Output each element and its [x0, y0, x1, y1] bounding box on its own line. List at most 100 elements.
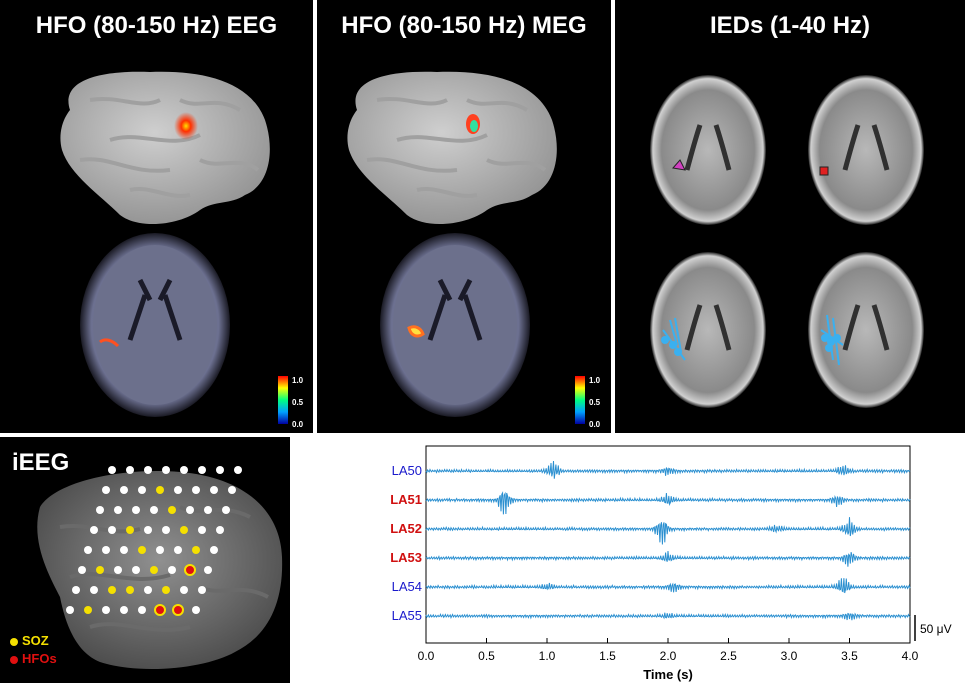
plot-frame [425, 445, 911, 644]
electrode-dot [90, 526, 98, 534]
trace-la50 [425, 460, 911, 479]
panel-traces: LA50 LA51 LA52 LA53 LA54 LA55 0.0 0.5 1.0 1.5 2.0… [350, 440, 965, 683]
panel-title: HFO (80-150 Hz) EEG [35, 12, 278, 39]
electrode-dot [150, 566, 158, 574]
colorbar-min-label: 0.0 [589, 420, 601, 429]
electrode-dot [180, 586, 188, 594]
x-tick-label: 3.0 [781, 649, 798, 663]
scale-bar-label: 50 μV [920, 622, 952, 636]
electrode-dot [126, 526, 134, 534]
channel-label-la55: LA55 [391, 608, 422, 623]
trace-la55 [425, 612, 911, 621]
hfo-electrode-marker [172, 604, 184, 616]
trace-la53 [425, 551, 911, 567]
soz-label: SOZ [22, 633, 49, 648]
x-axis-label: Time (s) [643, 667, 693, 682]
electrode-dot [126, 466, 134, 474]
electrode-dot [174, 546, 182, 554]
panel-ieds: IEDs (1-40 Hz) [615, 0, 965, 433]
electrode-dot [168, 566, 176, 574]
colorbar-mid-label: 0.5 [292, 398, 304, 407]
channel-label-la53: LA53 [390, 550, 422, 565]
trace-la54 [425, 578, 911, 594]
electrode-dot [90, 586, 98, 594]
electrode-dot [162, 526, 170, 534]
electrode-dot [72, 586, 80, 594]
channel-label-la52: LA52 [390, 521, 422, 536]
electrode-dot [96, 506, 104, 514]
electrode-dot [132, 566, 140, 574]
electrode-dot [198, 526, 206, 534]
x-tick-label: 2.5 [720, 649, 737, 663]
colorbar [278, 376, 288, 424]
electrode-dot [108, 586, 116, 594]
hfo-dot-icon [10, 655, 18, 664]
electrode-dot [138, 546, 146, 554]
electrode-dot [120, 606, 128, 614]
ieeg-trace-chart: 0.0 0.5 1.0 1.5 2.0 2.5 3.0 3.5 4.0 Time (s) 50 μV [418, 445, 952, 682]
electrode-dot [162, 466, 170, 474]
electrode-dot [192, 546, 200, 554]
channel-label-la51: LA51 [390, 492, 422, 507]
electrode-dot [192, 606, 200, 614]
soz-dot-icon [10, 637, 18, 646]
panel-title: HFO (80-150 Hz) MEG [341, 12, 587, 39]
electrode-dot [198, 466, 206, 474]
electrode-dot [210, 546, 218, 554]
electrode-dot [156, 486, 164, 494]
x-tick-label: 1.5 [599, 649, 616, 663]
hfo-electrode-marker [184, 564, 196, 576]
electrode-dot [138, 486, 146, 494]
x-tick-label: 0.5 [478, 649, 495, 663]
panel-hfo-eeg: HFO (80-150 Hz) EEG 1.0 0.5 0.0 [0, 0, 313, 433]
legend-soz: SOZ [10, 633, 49, 648]
hfos-label: HFOs [22, 651, 57, 666]
electrode-dot [162, 586, 170, 594]
electrode-dot [126, 586, 134, 594]
x-tick-label: 0.0 [418, 649, 435, 663]
electrode-dot [150, 506, 158, 514]
channel-label-la54: LA54 [391, 579, 422, 594]
electrode-dot [228, 486, 236, 494]
electrode-dot [114, 506, 122, 514]
trace-la51 [425, 491, 911, 515]
electrode-dot [186, 506, 194, 514]
electrode-dot [138, 606, 146, 614]
trace-la52 [425, 517, 911, 545]
electrode-dot [84, 546, 92, 554]
electrode-dot [174, 486, 182, 494]
legend-hfos: HFOs [10, 651, 57, 666]
electrode-dot [216, 466, 224, 474]
electrode-dot [180, 526, 188, 534]
electrode-dot [144, 466, 152, 474]
electrode-dot [96, 566, 104, 574]
electrode-dot [204, 506, 212, 514]
electrode-dot [210, 486, 218, 494]
electrode-dot [114, 566, 122, 574]
panel-hfo-meg: HFO (80-150 Hz) MEG 1.0 0.5 0.0 [317, 0, 611, 433]
channel-label-la50: LA50 [391, 463, 422, 478]
cortex-surface-image [347, 71, 557, 417]
panel-title: iEEG [12, 449, 70, 476]
colorbar-mid-label: 0.5 [589, 398, 601, 407]
colorbar-max-label: 1.0 [589, 376, 601, 385]
electrode-dot [144, 586, 152, 594]
panel-title: IEDs (1-40 Hz) [709, 12, 871, 39]
electrode-dot [120, 546, 128, 554]
electrode-dot [66, 606, 74, 614]
electrode-dot [216, 526, 224, 534]
electrode-dot [234, 466, 242, 474]
electrode-dot [180, 466, 188, 474]
electrode-grid-image [37, 466, 283, 670]
electrode-dot [84, 606, 92, 614]
colorbar-min-label: 0.0 [292, 420, 304, 429]
colorbar [575, 376, 585, 424]
electrode-dot [102, 606, 110, 614]
electrode-dot [120, 486, 128, 494]
electrode-dot [78, 566, 86, 574]
electrode-dot [102, 486, 110, 494]
electrode-dot [102, 546, 110, 554]
electrode-dot [192, 486, 200, 494]
electrode-dot [156, 546, 164, 554]
x-tick-label: 1.0 [539, 649, 556, 663]
